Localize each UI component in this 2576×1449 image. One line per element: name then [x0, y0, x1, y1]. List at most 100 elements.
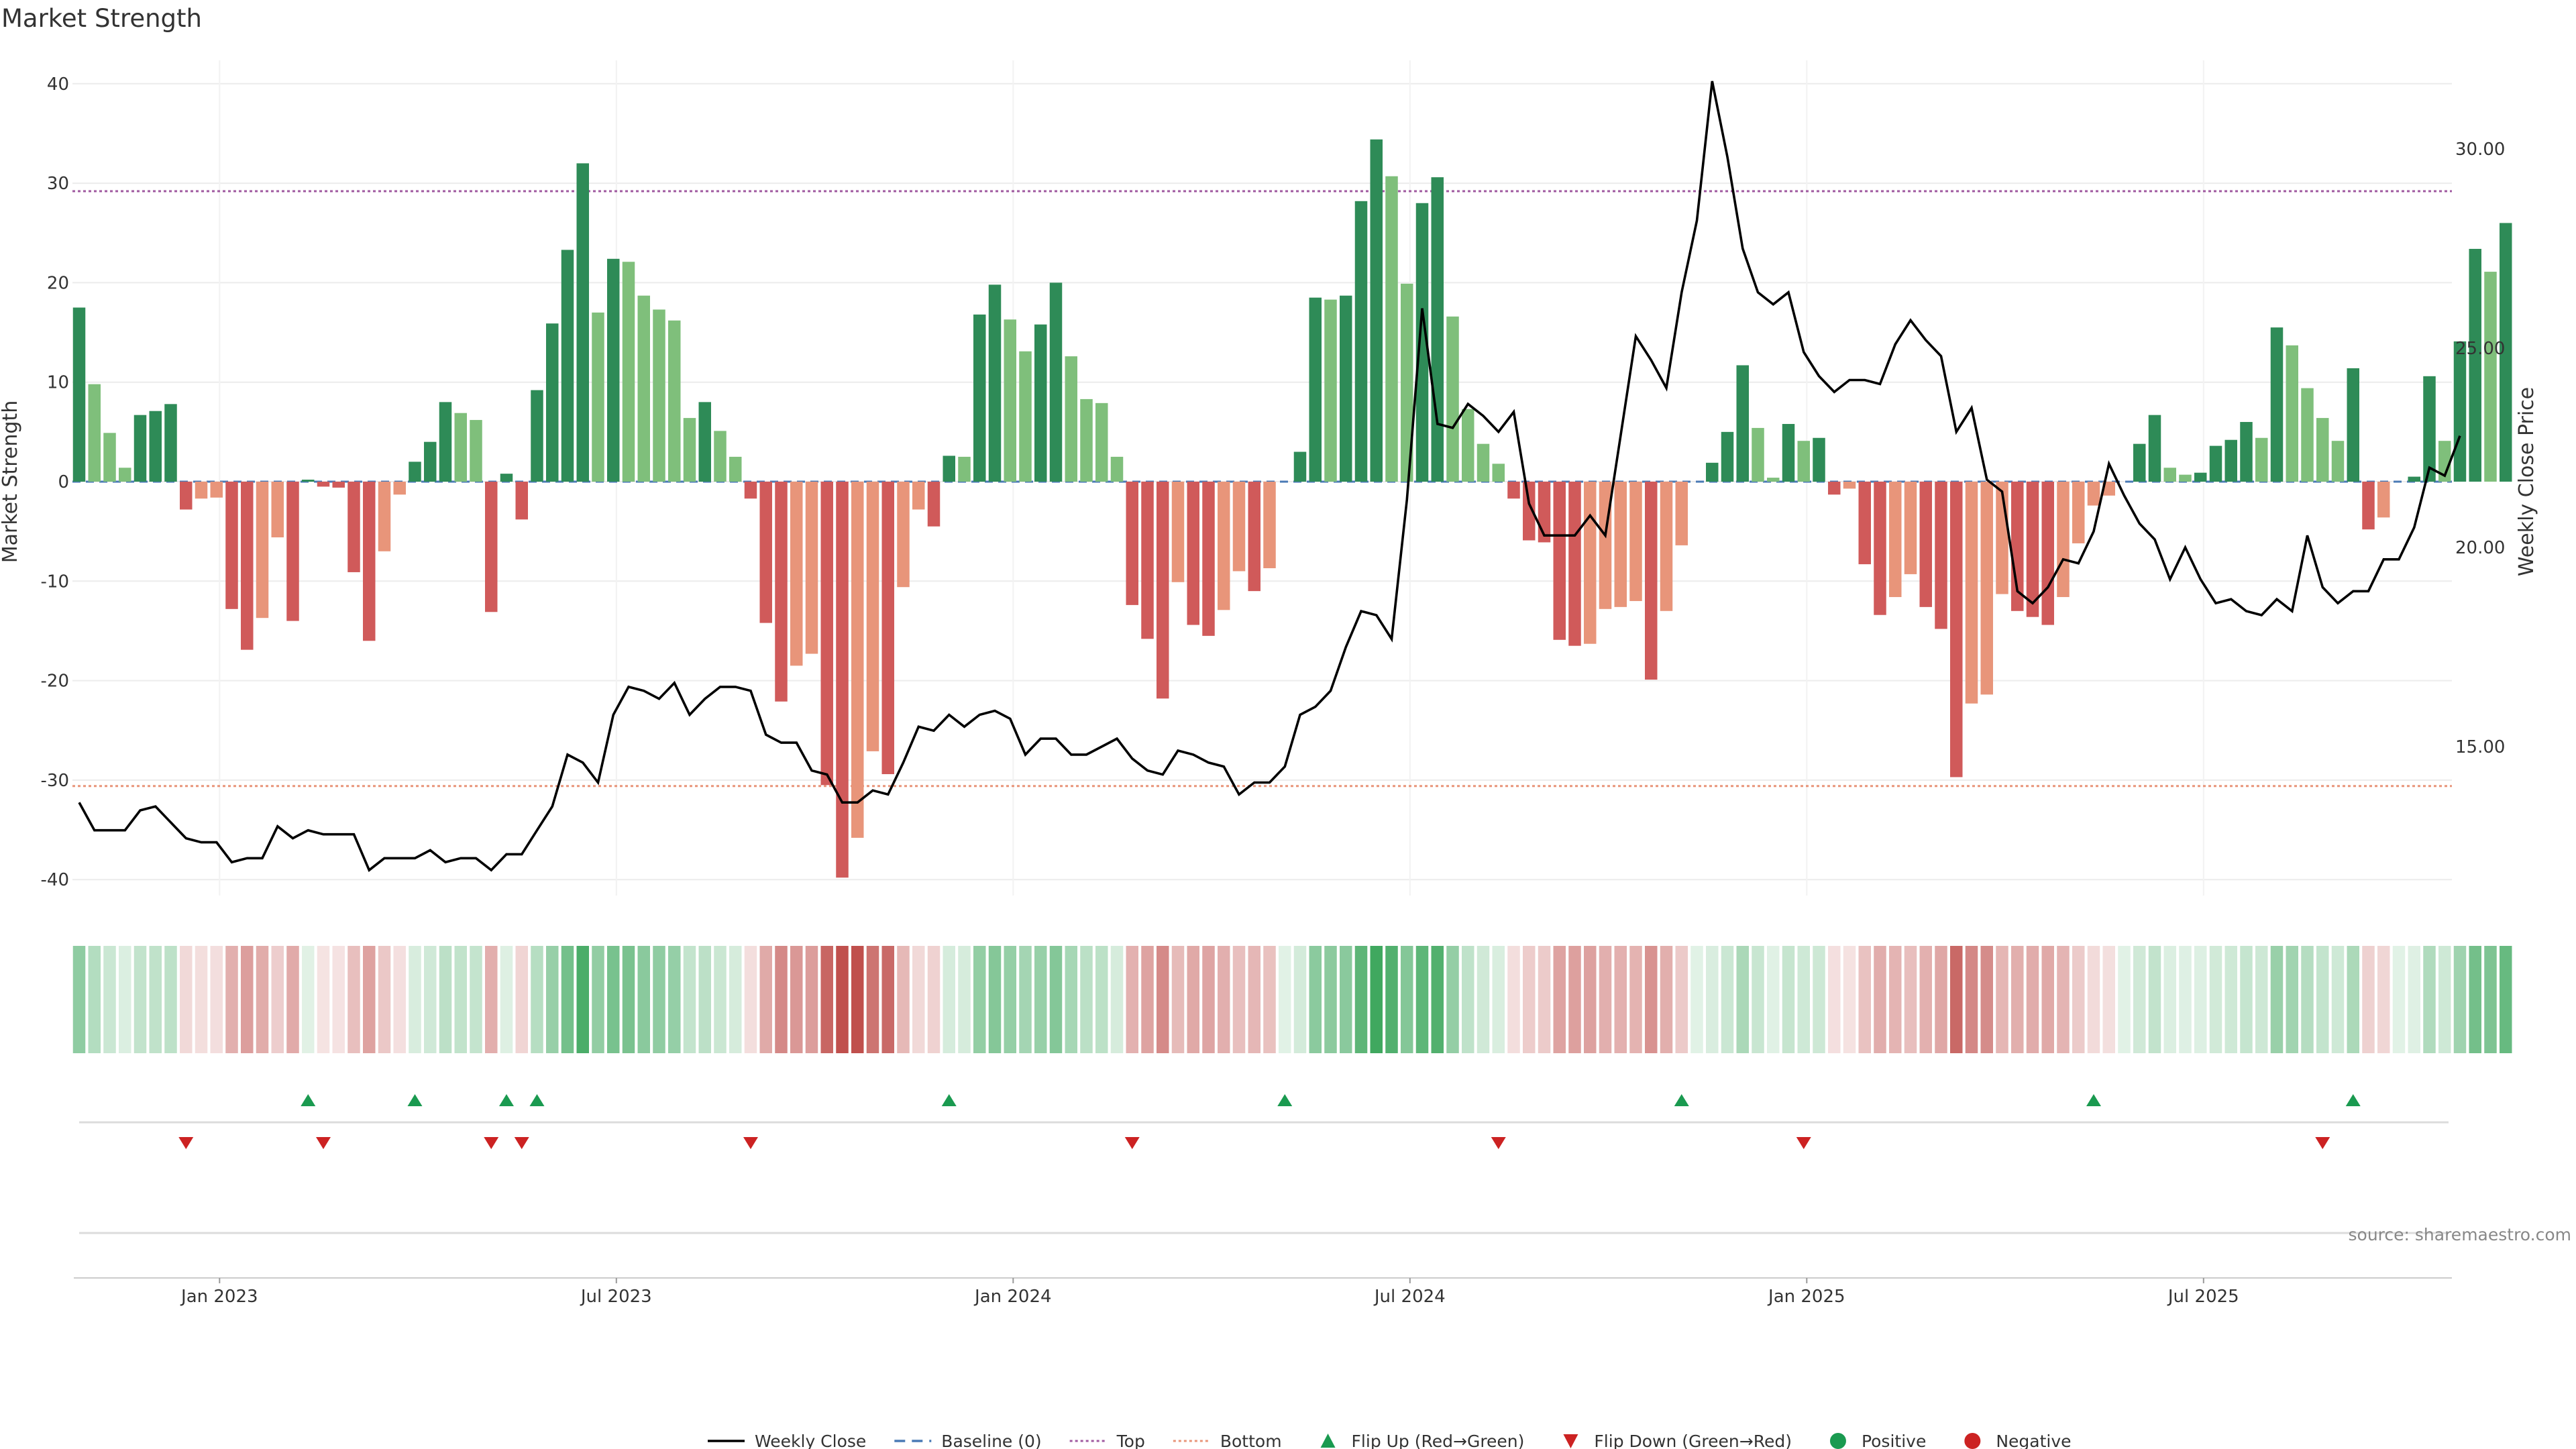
strength-bar [2041, 482, 2054, 625]
heat-cell [2072, 946, 2085, 1053]
legend-label: Baseline (0) [941, 1432, 1041, 1449]
strength-bar [927, 482, 941, 527]
strength-bar [1568, 482, 1581, 646]
y2-axis-label: Weekly Close Price [2515, 387, 2538, 576]
heat-cell [2301, 946, 2314, 1053]
legend-circle-icon [1964, 1433, 1981, 1449]
heat-cell [744, 946, 757, 1053]
strength-bar [1110, 456, 1124, 482]
heat-cell [1019, 946, 1032, 1053]
legend-triangle-up-icon [1320, 1434, 1336, 1448]
heat-cell [1080, 946, 1093, 1053]
heat-cell [2087, 946, 2100, 1053]
heat-cell [1767, 946, 1780, 1053]
strength-bar [2224, 439, 2237, 482]
strength-bars [72, 139, 2512, 878]
heat-cell [515, 946, 528, 1053]
strength-bar [439, 402, 452, 482]
heat-cell [241, 946, 254, 1053]
strength-bar [1950, 482, 1963, 777]
flip-up-marker [2345, 1094, 2361, 1106]
heat-cell [2347, 946, 2359, 1053]
heat-cell [1340, 946, 1352, 1053]
strength-bar [1782, 423, 1795, 482]
strength-bar [2331, 441, 2345, 482]
strength-bar [1431, 177, 1444, 482]
strength-bar [1736, 365, 1749, 482]
heat-cell [210, 946, 223, 1053]
strength-bar [1415, 203, 1429, 482]
strength-bar [2102, 482, 2115, 496]
heat-cell [775, 946, 788, 1053]
heat-cell [2286, 946, 2298, 1053]
strength-bar [1218, 482, 1230, 610]
heat-cell [1858, 946, 1871, 1053]
heat-cell [729, 946, 742, 1053]
flip-down-marker [514, 1137, 529, 1149]
heat-cell [1614, 946, 1627, 1053]
heat-cell [2224, 946, 2237, 1053]
heat-cell [1690, 946, 1703, 1053]
heat-cell [653, 946, 665, 1053]
strength-bar [470, 420, 482, 482]
legend-item: Top [1069, 1432, 1145, 1449]
heat-cell [2041, 946, 2054, 1053]
strength-bar [2301, 388, 2314, 482]
heat-cell [988, 946, 1002, 1053]
strength-bar [866, 482, 879, 751]
y-tick-label: 10 [47, 373, 69, 393]
strength-bar [2163, 468, 2176, 482]
flip-down-marker [178, 1137, 194, 1149]
heat-cell [424, 946, 437, 1053]
strength-bar [546, 323, 559, 482]
heat-cell [1721, 946, 1734, 1053]
strength-bar [103, 433, 116, 482]
heat-cell [1736, 946, 1749, 1053]
strength-bar [1660, 482, 1673, 611]
heat-cell [133, 946, 147, 1053]
strength-bar [1293, 451, 1307, 482]
legend-item: Flip Up (Red→Green) [1320, 1432, 1524, 1449]
strength-bar [1614, 482, 1627, 607]
strength-bar [2087, 482, 2100, 506]
strength-bar [1049, 282, 1063, 482]
y2-tick-label: 30.00 [2455, 140, 2505, 160]
heat-cell [225, 946, 238, 1053]
heat-cell [1629, 946, 1642, 1053]
legend-item: Weekly Close [708, 1432, 866, 1449]
strength-bar [378, 482, 391, 551]
strength-bar [2408, 476, 2420, 482]
strength-bar [1019, 351, 1032, 482]
heat-cell [1523, 946, 1536, 1053]
strength-bar [2072, 482, 2085, 543]
strength-bar [363, 482, 376, 641]
heat-cell [1675, 946, 1688, 1053]
heat-cell [2118, 946, 2131, 1053]
strength-bar [1202, 482, 1215, 636]
heat-cell [393, 946, 406, 1053]
heat-cell [2392, 946, 2406, 1053]
strength-bar [2347, 368, 2359, 482]
strength-bar [805, 482, 818, 654]
heat-cell [1752, 946, 1764, 1053]
legend-triangle-down-icon [1563, 1434, 1578, 1448]
heat-cell [592, 946, 604, 1053]
heat-cell [927, 946, 941, 1053]
strength-bar [897, 482, 910, 588]
strength-bar [943, 455, 955, 482]
strength-bar [409, 462, 421, 482]
heat-cell [637, 946, 650, 1053]
strength-bar [1446, 316, 1459, 482]
strength-bar [836, 482, 849, 878]
flip-down-marker [316, 1137, 331, 1149]
heat-cell [1904, 946, 1917, 1053]
y2-axis-ticks: 30.00 25.00 20.00 15.00 [2455, 140, 2505, 757]
strength-bar [759, 482, 772, 623]
strength-bar [1904, 482, 1917, 574]
legend-item: Flip Down (Green→Red) [1563, 1432, 1792, 1449]
heat-cell [820, 946, 833, 1053]
strength-bar [225, 482, 238, 609]
flip-down-marker [1491, 1137, 1506, 1149]
heat-cell [1309, 946, 1322, 1053]
